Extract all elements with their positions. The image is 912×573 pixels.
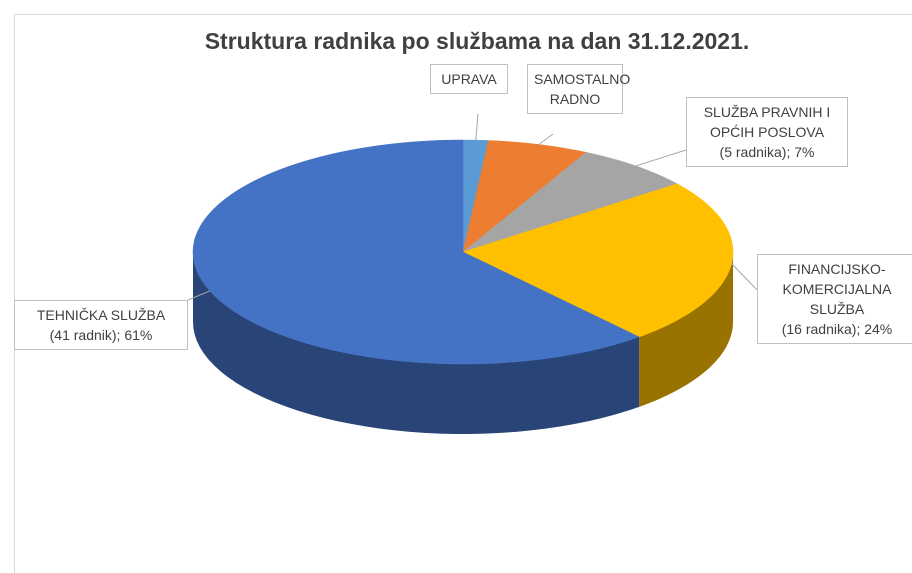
slice-side <box>193 252 640 434</box>
label-value: (16 radnika); 24% <box>781 321 893 337</box>
label-name: SLUŽBA PRAVNIH I OPĆIH POSLOVA <box>703 104 831 140</box>
data-label: UPRAVA <box>430 64 508 94</box>
label-name: SAMOSTALNO RADNO <box>534 71 631 107</box>
slice <box>462 140 587 253</box>
label-name: FINANCIJSKO-KOMERCIJALNA SLUŽBA <box>782 261 892 317</box>
label-name: TEHNIČKA SLUŽBA <box>36 307 166 323</box>
data-label: SAMOSTALNO RADNO <box>527 64 630 114</box>
leader-line <box>731 263 758 291</box>
slice <box>192 139 640 365</box>
leader-line <box>187 290 211 301</box>
label-name: UPRAVA <box>441 71 497 87</box>
data-label: SLUŽBA PRAVNIH I OPĆIH POSLOVA (5 radnika… <box>686 97 848 167</box>
leader-line <box>635 149 687 167</box>
data-label: FINANCIJSKO-KOMERCIJALNA SLUŽBA (16 radni… <box>757 254 912 344</box>
label-value: (5 radnika); 7% <box>719 144 815 160</box>
label-value: (41 radnik); 61% <box>49 327 153 343</box>
slice-side <box>639 252 733 407</box>
chart-title: Struktura radnika po službama na dan 31.… <box>205 28 750 54</box>
leader-line <box>475 113 479 141</box>
slice <box>462 183 734 338</box>
slice <box>462 152 678 253</box>
data-label: TEHNIČKA SLUŽBA (41 radnik); 61% <box>14 300 188 350</box>
leader-line <box>538 133 554 145</box>
